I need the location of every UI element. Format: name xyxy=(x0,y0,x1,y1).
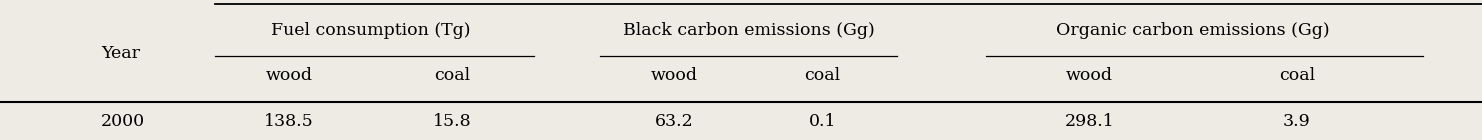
Text: Organic carbon emissions (Gg): Organic carbon emissions (Gg) xyxy=(1057,22,1329,39)
Text: Fuel consumption (Tg): Fuel consumption (Tg) xyxy=(271,22,470,39)
Text: wood: wood xyxy=(265,67,313,84)
Text: 3.9: 3.9 xyxy=(1283,113,1310,130)
Text: coal: coal xyxy=(1279,67,1315,84)
Text: 2000: 2000 xyxy=(101,113,145,130)
Text: 298.1: 298.1 xyxy=(1064,113,1114,130)
Text: 138.5: 138.5 xyxy=(264,113,314,130)
Text: wood: wood xyxy=(1066,67,1113,84)
Text: wood: wood xyxy=(651,67,698,84)
Text: 63.2: 63.2 xyxy=(655,113,694,130)
Text: coal: coal xyxy=(434,67,470,84)
Text: Black carbon emissions (Gg): Black carbon emissions (Gg) xyxy=(622,22,874,39)
Text: 0.1: 0.1 xyxy=(809,113,836,130)
Text: 15.8: 15.8 xyxy=(433,113,471,130)
Text: coal: coal xyxy=(805,67,840,84)
Text: Year: Year xyxy=(101,45,139,62)
